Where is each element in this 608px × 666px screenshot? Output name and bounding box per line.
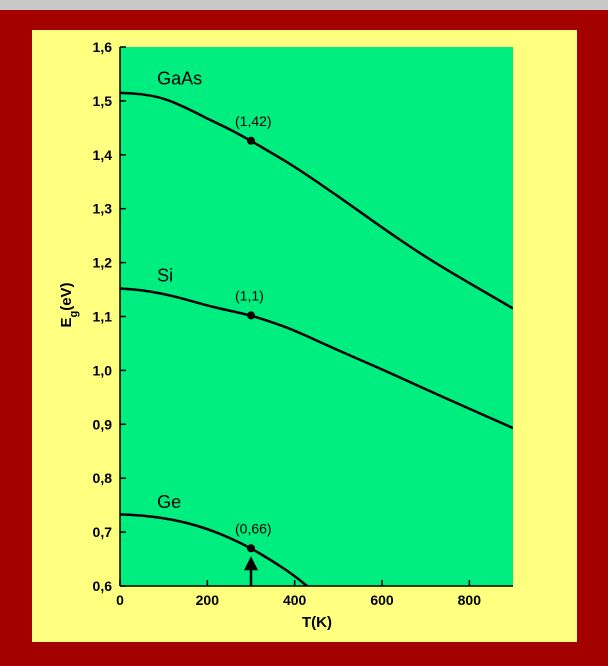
x-axis-title: T(K) xyxy=(302,614,332,631)
gaas-series-label: GaAs xyxy=(157,69,202,89)
y-tick-label: 0,7 xyxy=(93,524,113,540)
x-tick-label: 0 xyxy=(116,592,124,608)
si-marker-point xyxy=(247,311,255,319)
si-series-label: Si xyxy=(157,265,173,285)
x-tick-label: 200 xyxy=(196,592,220,608)
ge-marker-label: (0,66) xyxy=(235,520,272,536)
y-tick-label: 1,6 xyxy=(93,39,113,55)
x-tick-label: 800 xyxy=(458,592,482,608)
gaas-marker-label: (1,42) xyxy=(235,113,272,129)
y-tick-label: 1,3 xyxy=(93,201,113,217)
x-tick-label: 600 xyxy=(370,592,394,608)
y-tick-label: 0,8 xyxy=(93,470,113,486)
y-axis-title: Eg(eV) xyxy=(58,282,80,327)
y-tick-label: 1,0 xyxy=(93,362,113,378)
x-tick-label: 400 xyxy=(283,592,307,608)
y-tick-label: 1,4 xyxy=(93,147,113,163)
ge-marker-point xyxy=(247,544,255,552)
ge-series-label: Ge xyxy=(157,492,181,512)
y-tick-label: 0,6 xyxy=(93,578,113,594)
gaas-marker-point xyxy=(247,137,255,145)
y-tick-label: 0,9 xyxy=(93,416,113,432)
y-tick-label: 1,2 xyxy=(93,255,113,271)
y-tick-label: 1,5 xyxy=(93,93,113,109)
y-tick-label: 1,1 xyxy=(93,309,113,325)
si-marker-label: (1,1) xyxy=(235,287,264,303)
